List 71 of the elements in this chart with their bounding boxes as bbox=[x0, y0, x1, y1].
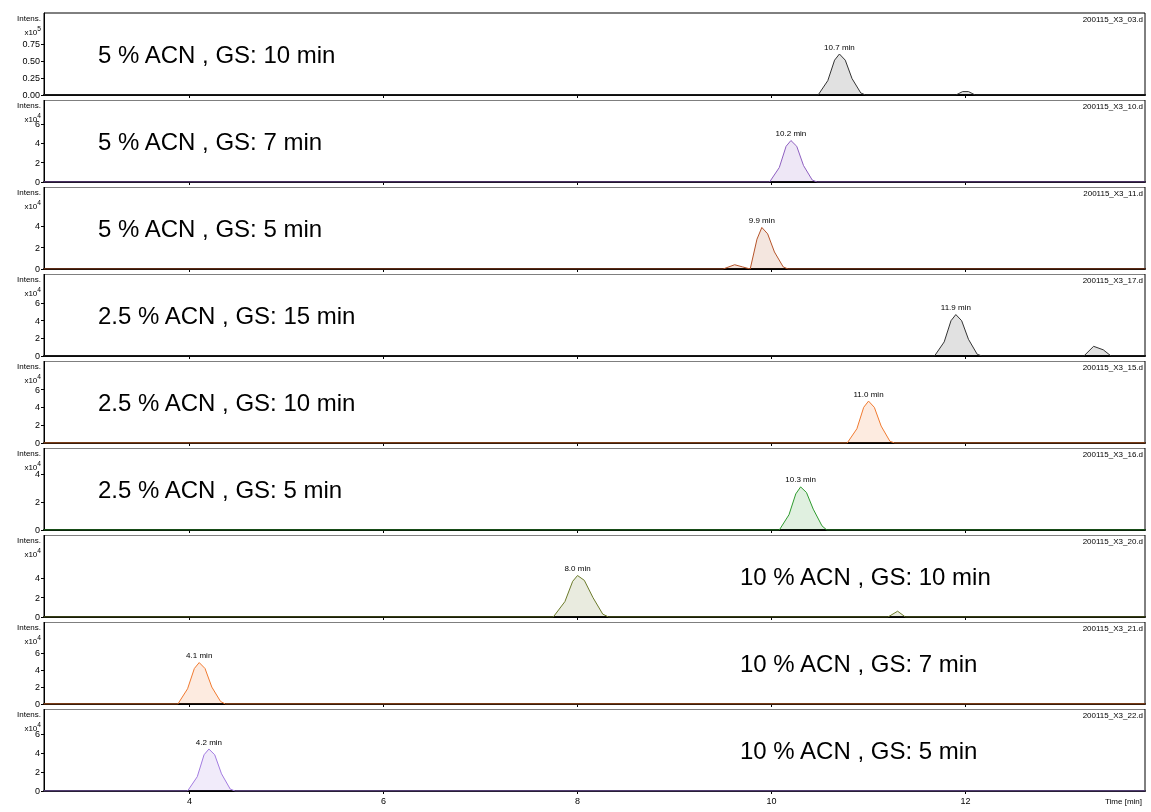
y-axis-title: Intens. x10$^{4}$ bbox=[16, 623, 41, 647]
y-tick-label: 4 bbox=[34, 469, 40, 480]
y-tick-label: 0.50 bbox=[22, 55, 40, 66]
y-tick-label: 0 bbox=[34, 351, 40, 361]
y-tick-label: 6 bbox=[34, 384, 40, 395]
y-tick-label: 6 bbox=[34, 648, 40, 659]
y-axis-title: Intens. x10$^{4}$ bbox=[16, 362, 41, 386]
y-tick-label: 2 bbox=[34, 242, 40, 253]
x-tick-label: 10 bbox=[766, 795, 777, 806]
annotation: 4.1 min bbox=[186, 651, 213, 661]
y-tick-label: 4 bbox=[34, 747, 40, 758]
y-tick-label: 4 bbox=[34, 221, 40, 232]
y-axis-title: Intens. x10$^{4}$ bbox=[16, 536, 41, 560]
x-tick-label: 12 bbox=[960, 795, 971, 806]
y-tick-label: 0.25 bbox=[22, 72, 40, 83]
y-tick-label: 2 bbox=[34, 157, 40, 168]
x-tick-label: 6 bbox=[381, 795, 387, 806]
annotation: 200115_X3_16.d bbox=[1082, 449, 1143, 459]
annotation: 200115_X3_15.d bbox=[1082, 362, 1143, 372]
y-tick-label: 2 bbox=[34, 766, 40, 777]
y-tick-label: 0 bbox=[34, 699, 40, 709]
y-axis-title: Intens. x10$^{4}$ bbox=[16, 275, 41, 299]
y-tick-label: 0 bbox=[34, 264, 40, 274]
y-tick-label: 0 bbox=[34, 786, 40, 796]
annotation: 200115_X3_03.d bbox=[1082, 14, 1143, 24]
annotation: 9.9 min bbox=[748, 215, 775, 225]
text: 2.5 % ACN , GS: 15 min bbox=[98, 301, 356, 329]
y-tick-label: 4 bbox=[34, 402, 40, 413]
y-tick-label: 0 bbox=[34, 438, 40, 448]
text: 10 % ACN , GS: 5 min bbox=[740, 736, 978, 764]
text: 2.5 % ACN , GS: 5 min bbox=[98, 475, 343, 503]
y-tick-label: 6 bbox=[34, 298, 40, 309]
text: 5 % ACN , GS: 10 min bbox=[98, 40, 336, 68]
annotation: 200115_X3_17.d bbox=[1082, 275, 1143, 285]
text: 5 % ACN , GS: 7 min bbox=[98, 127, 323, 155]
y-tick-label: 0 bbox=[34, 612, 40, 622]
annotation: 200115_X3_10.d bbox=[1082, 101, 1143, 111]
x-tick-label: 8 bbox=[575, 795, 581, 806]
annotation: 10.2 min bbox=[775, 129, 807, 139]
annotation: 4.2 min bbox=[195, 737, 223, 747]
annotation: 200115_X3_21.d bbox=[1082, 623, 1143, 633]
text: 10 % ACN , GS: 10 min bbox=[740, 562, 991, 590]
annotation: 11.0 min bbox=[853, 389, 884, 399]
annotation: 10.3 min bbox=[785, 475, 816, 485]
y-tick-label: 0 bbox=[34, 525, 40, 535]
y-tick-label: 0 bbox=[34, 177, 40, 187]
annotation: 11.9 min bbox=[940, 303, 971, 313]
annotation: 200115_X3_11.d bbox=[1083, 188, 1143, 198]
y-axis-title: Intens. x10$^{4}$ bbox=[16, 449, 41, 472]
annotation: 200115_X3_22.d bbox=[1082, 710, 1143, 720]
y-tick-label: 2 bbox=[34, 420, 40, 431]
y-tick-label: 2 bbox=[34, 682, 40, 693]
y-tick-label: 4 bbox=[34, 138, 40, 149]
y-axis-title: Intens. x10$^{5}$ bbox=[16, 14, 41, 38]
y-tick-label: 2 bbox=[34, 592, 40, 603]
x-axis-title: Time [min] bbox=[1105, 796, 1143, 806]
x-tick-label: 4 bbox=[187, 795, 193, 806]
text: 5 % ACN , GS: 5 min bbox=[98, 214, 323, 242]
y-tick-label: 4 bbox=[34, 573, 40, 584]
y-tick-label: 2 bbox=[34, 333, 40, 344]
text: 2.5 % ACN , GS: 10 min bbox=[98, 388, 356, 416]
y-tick-label: 0.75 bbox=[22, 38, 40, 49]
y-tick-label: 0.00 bbox=[22, 90, 40, 100]
y-axis-title: Intens. x10$^{4}$ bbox=[16, 188, 41, 212]
y-tick-label: 4 bbox=[34, 315, 40, 326]
annotation: 200115_X3_20.d bbox=[1082, 536, 1143, 546]
annotation: 10.7 min bbox=[824, 42, 855, 52]
y-tick-label: 4 bbox=[34, 665, 40, 676]
text: 10 % ACN , GS: 7 min bbox=[740, 649, 978, 677]
annotation: 8.0 min bbox=[564, 564, 591, 574]
y-tick-label: 2 bbox=[34, 497, 40, 508]
